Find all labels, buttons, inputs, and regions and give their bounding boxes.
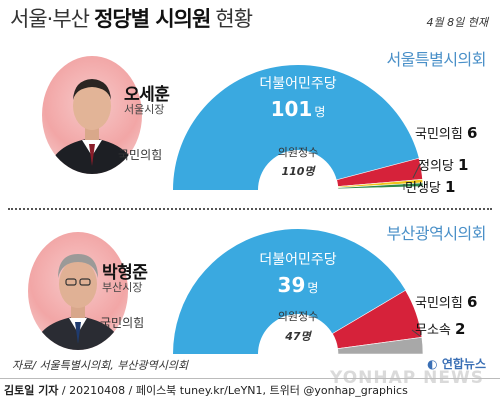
credit-author: 김토일 기자: [4, 384, 59, 397]
as-of-date: 4월 8일 현재: [426, 16, 488, 29]
logo-text: 연합뉴스: [441, 357, 486, 371]
portrait-figure: [33, 254, 123, 350]
credit-line: 김토일 기자 / 20210408 / 페이스북 tuney.kr/LeYN1,…: [4, 382, 408, 398]
title-main: 정당별 시의원: [94, 7, 211, 31]
busan-mayor-role: 부산시장: [102, 281, 143, 294]
series-label: 무소속 2: [415, 320, 465, 338]
logo-mark-icon: ◐: [427, 357, 438, 371]
data-label: 6: [467, 293, 477, 311]
series-label: 국민의힘 6: [415, 293, 477, 311]
credit-details: / 20210408 / 페이스북 tuney.kr/LeYN1, 트위터 @y…: [58, 384, 408, 397]
total-label: 의원정수: [278, 146, 318, 159]
data-label-unit: 명: [307, 281, 318, 295]
portrait-figure: [47, 79, 137, 174]
total-value: 47명: [284, 330, 312, 343]
seoul-council-title: 서울특별시의회: [386, 50, 486, 69]
pie-slice: [173, 228, 406, 354]
pie-slice: [172, 64, 419, 190]
busan-mayor-name: 박형준: [102, 263, 148, 283]
series-label: 정의당 1: [418, 156, 468, 174]
seoul-mayor-photo: [42, 56, 142, 174]
data-label: 1: [458, 156, 468, 174]
total-value: 110명: [281, 165, 316, 178]
pie-slice: [337, 182, 424, 190]
pie-slice: [337, 337, 424, 355]
source-note: 자료/ 서울특별시의회, 부산광역시의회: [12, 359, 189, 372]
busan-council-title: 부산광역시의회: [386, 224, 486, 243]
series-label: 더불어민주당: [259, 76, 336, 92]
page-title: 서울·부산 정당별 시의원 현황: [10, 2, 253, 36]
title-regions: 서울·부산: [10, 7, 90, 31]
series-label: 더불어민주당: [259, 252, 336, 268]
agency-logo: ◐ 연합뉴스: [427, 355, 486, 372]
title-suffix: 현황: [215, 7, 253, 31]
footer-divider: [0, 378, 500, 379]
seoul-mayor-party: 국민의힘: [118, 148, 163, 162]
seoul-mayor-name: 오세훈: [124, 85, 170, 105]
data-label-unit: 명: [314, 105, 325, 119]
series-label: 민생당 1: [405, 178, 455, 196]
busan-mayor-photo: [28, 232, 128, 350]
leader-line: [411, 329, 421, 337]
data-label: 2: [455, 320, 465, 338]
seoul-mayor-role: 서울시장: [124, 103, 165, 116]
busan-mayor-party: 국민의힘: [100, 316, 145, 330]
data-label: 6: [467, 124, 477, 142]
section-divider: [8, 208, 492, 210]
leader-line: [412, 163, 421, 179]
data-label: 1: [445, 178, 455, 196]
total-label: 의원정수: [278, 310, 318, 323]
series-label: 국민의힘 6: [415, 124, 477, 142]
